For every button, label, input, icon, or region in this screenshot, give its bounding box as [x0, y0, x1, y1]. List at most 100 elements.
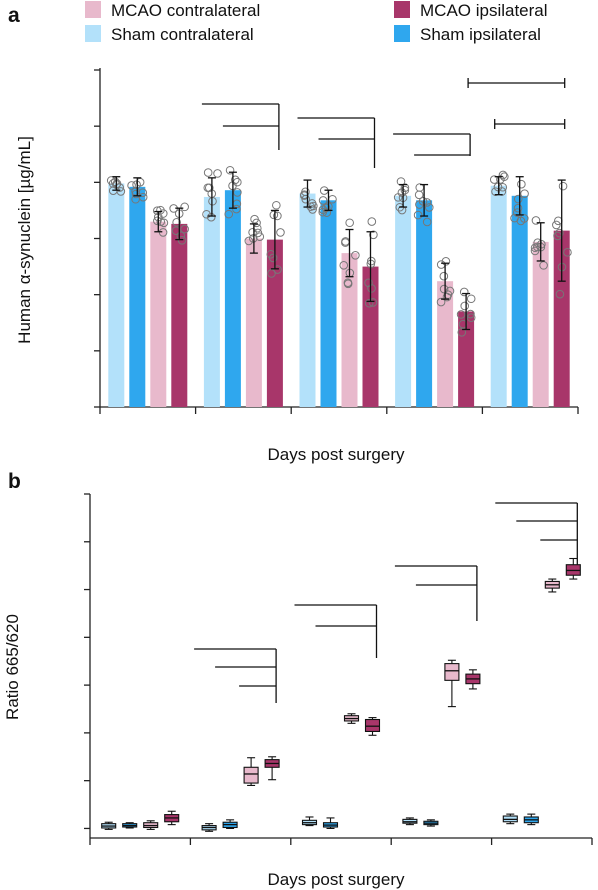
data-point: [156, 217, 166, 227]
chart-b-ylabel: Ratio 665/620: [3, 614, 22, 720]
data-point: [555, 228, 564, 238]
data-point: [116, 187, 126, 196]
bar-sham-contralateral-360: [490, 185, 507, 407]
data-point: [177, 236, 187, 245]
data-point: [459, 287, 469, 297]
bar-mcao-ipsilateral-180: [458, 311, 475, 407]
data-point: [555, 289, 565, 299]
bar-sham-contralateral-30: [203, 196, 220, 407]
bar-mcao-contralateral-90: [341, 253, 358, 407]
box-mcao-ipsilateral-90: [364, 718, 381, 733]
bar-sham-ipsilateral-90: [320, 200, 337, 407]
data-point: [345, 218, 354, 228]
data-point: [367, 217, 377, 226]
data-point: [321, 203, 331, 213]
panel-b-label: b: [8, 470, 21, 493]
data-point: [127, 181, 136, 190]
legend-swatch-sham-contralateral: [85, 25, 101, 42]
bar-mcao-contralateral-30: [245, 238, 262, 407]
bar-mcao-contralateral-180: [437, 281, 454, 407]
data-point: [203, 168, 213, 177]
legend-item-mcao-ipsilateral: MCAO ipsilateral: [394, 1, 548, 20]
data-point: [301, 194, 311, 204]
data-point: [369, 230, 378, 240]
data-point: [396, 177, 406, 186]
box-mcao-contralateral-180: [444, 663, 460, 681]
data-point: [180, 202, 189, 212]
bar-mcao-ipsilateral-360: [553, 230, 570, 407]
data-point: [439, 271, 449, 281]
data-point: [339, 261, 349, 270]
data-point: [158, 209, 168, 218]
data-point: [202, 209, 211, 219]
data-point: [460, 301, 470, 311]
data-point: [224, 209, 234, 219]
data-point: [269, 210, 279, 220]
data-point: [513, 208, 522, 217]
chart-a-plot: [94, 68, 579, 414]
data-point: [132, 180, 141, 189]
legend-swatch-mcao-contralateral: [85, 1, 101, 18]
data-point: [400, 183, 410, 192]
chart-a-ylabel: Human α-synuclein [µg/mL]: [15, 136, 34, 344]
data-point: [367, 256, 376, 266]
data-point: [531, 216, 541, 225]
data-point: [276, 228, 285, 237]
data-point: [318, 196, 328, 205]
data-point: [456, 310, 466, 319]
bar-sham-ipsilateral-30: [224, 190, 241, 407]
data-point: [498, 170, 508, 180]
legend-label-sham-ipsilateral: Sham ipsilateral: [420, 25, 541, 44]
bar-mcao-ipsilateral-14: [171, 223, 188, 407]
chart-a-xlabel: Days post surgery: [268, 445, 405, 464]
bar-sham-contralateral-180: [395, 195, 412, 407]
data-point: [422, 217, 432, 227]
data-point: [206, 212, 216, 222]
bar-sham-ipsilateral-180: [416, 200, 433, 407]
data-point: [138, 192, 148, 202]
data-point: [563, 248, 572, 257]
data-point: [436, 297, 446, 307]
data-point: [307, 199, 317, 208]
data-point: [213, 169, 222, 178]
data-point: [445, 286, 455, 296]
bar-sham-ipsilateral-14: [129, 186, 146, 407]
data-point: [172, 217, 181, 227]
data-point: [244, 236, 254, 246]
data-point: [517, 179, 526, 189]
data-point: [397, 205, 407, 215]
data-point: [457, 327, 467, 337]
box-mcao-contralateral-30: [243, 766, 259, 784]
data-point: [233, 188, 242, 197]
data-point: [558, 181, 568, 191]
data-point: [513, 194, 523, 204]
data-point: [343, 279, 353, 289]
panel-a-label: a: [8, 4, 20, 27]
legend-swatch-sham-ipsilateral: [394, 25, 410, 42]
data-point: [496, 175, 505, 184]
legend-label-sham-contralateral: Sham contralateral: [111, 25, 254, 44]
data-point: [414, 190, 424, 200]
data-point: [520, 189, 529, 198]
data-point: [273, 265, 282, 274]
bar-mcao-ipsilateral-30: [266, 239, 283, 407]
data-point: [351, 250, 360, 260]
data-point: [422, 198, 432, 207]
bar-sham-contralateral-14: [108, 183, 125, 407]
data-point: [232, 204, 241, 214]
legend-swatch-mcao-ipsilateral: [394, 1, 410, 18]
data-point: [466, 313, 476, 322]
data-point: [230, 175, 240, 185]
bar-sham-ipsilateral-360: [511, 195, 528, 407]
data-point: [424, 203, 434, 212]
data-point: [393, 193, 403, 202]
data-point: [204, 183, 214, 193]
data-point: [530, 243, 540, 253]
bar-mcao-contralateral-360: [532, 241, 549, 407]
bar-mcao-contralateral-14: [150, 221, 167, 407]
data-point: [180, 224, 189, 234]
data-point: [138, 188, 148, 197]
data-point: [458, 319, 468, 329]
legend-label-mcao-contralateral: MCAO contralateral: [111, 1, 260, 20]
